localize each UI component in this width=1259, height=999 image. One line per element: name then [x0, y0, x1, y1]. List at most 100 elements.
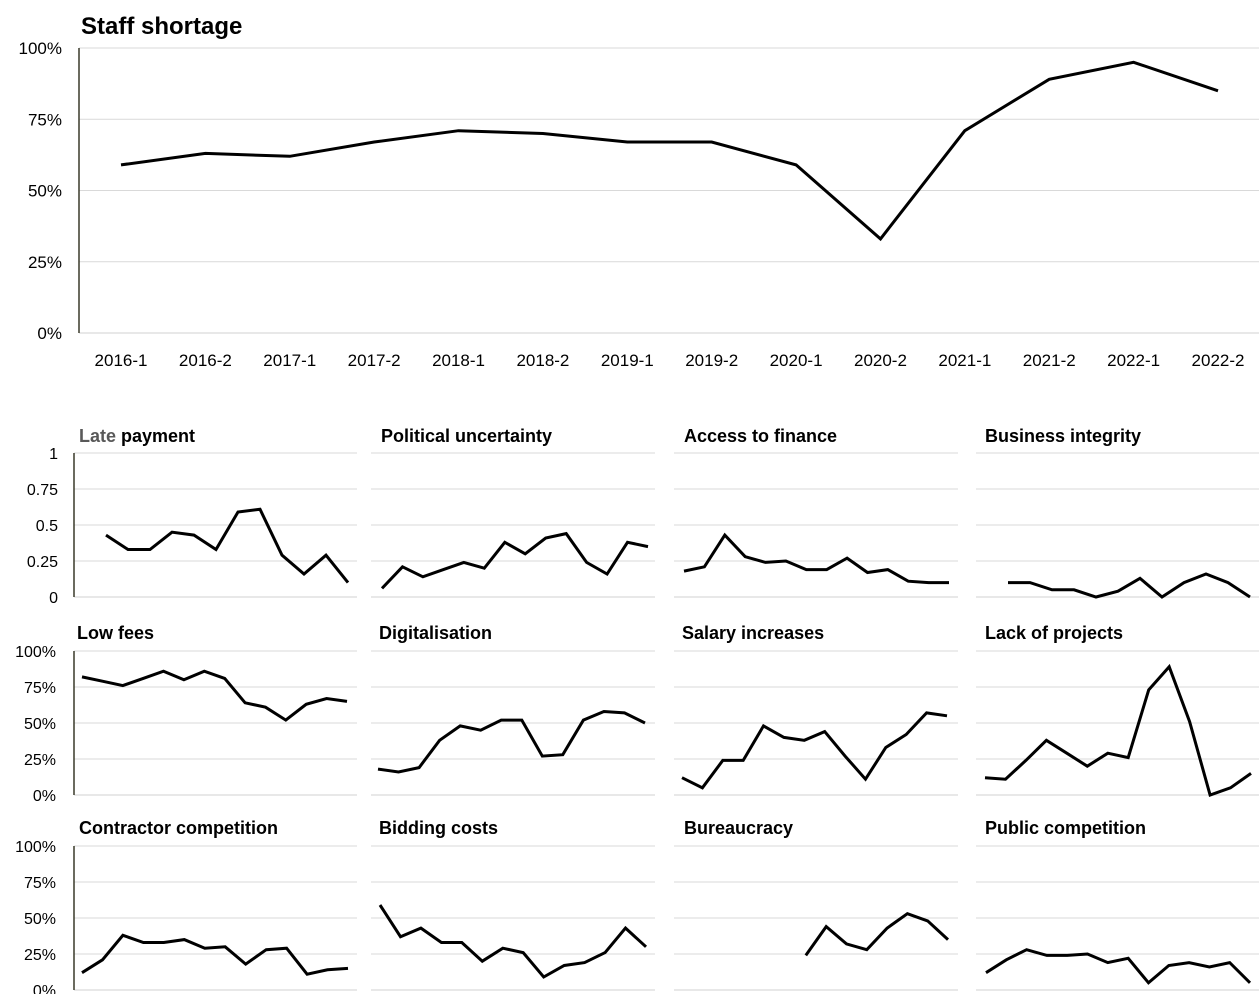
salary-increases-data-point: [947, 715, 948, 716]
public-competition-data-point: [1107, 962, 1108, 963]
contractor-competition-data-point: [143, 942, 144, 943]
political-uncertainty-data-point: [402, 566, 403, 567]
low-fees-data-point: [82, 676, 83, 677]
business-integrity-data-point: [1162, 597, 1163, 598]
public-competition-data-point: [1250, 982, 1251, 983]
late-payment-data-point: [128, 549, 129, 550]
business-integrity-data-point: [1250, 597, 1251, 598]
low-fees-data-point: [224, 678, 225, 679]
bureaucracy-data-point: [887, 928, 888, 929]
business-integrity-title: Business integrity: [985, 426, 1141, 446]
access-to-finance-data-point: [867, 572, 868, 573]
contractor-competition-y-tick-label: 75%: [24, 875, 56, 892]
staff-shortage-y-tick-label: 100%: [19, 39, 62, 58]
digitalisation-panel: Digitalisation: [371, 623, 655, 796]
access-to-finance-panel: Access to finance: [674, 426, 958, 598]
low-fees-y-tick-label: 100%: [15, 644, 56, 661]
staff-shortage-data-point: [711, 142, 712, 143]
lack-of-projects-data-point: [1210, 795, 1211, 796]
lack-of-projects-data-point: [1046, 740, 1047, 741]
business-integrity-data-point: [1140, 578, 1141, 579]
digitalisation-data-point: [624, 712, 625, 713]
business-integrity-data-point: [1096, 597, 1097, 598]
political-uncertainty-data-point: [422, 576, 423, 577]
public-competition-data-point: [1067, 955, 1068, 956]
business-integrity-data-point: [1206, 573, 1207, 574]
business-integrity-data-point: [1074, 589, 1075, 590]
contractor-competition-title: Contractor competition: [79, 818, 278, 838]
low-fees-data-point: [183, 679, 184, 680]
bidding-costs-data-point: [625, 928, 626, 929]
bidding-costs-panel: Bidding costs: [371, 818, 655, 991]
salary-increases-data-point: [783, 737, 784, 738]
late-payment-y-tick-label: 0: [49, 590, 58, 607]
public-competition-data-point: [1128, 958, 1129, 959]
political-uncertainty-data-point: [484, 568, 485, 569]
political-uncertainty-data-point: [463, 562, 464, 563]
contractor-competition-data-point: [163, 942, 164, 943]
bureaucracy-title: Bureaucracy: [684, 818, 793, 838]
staff-shortage-x-tick-label: 2016-2: [179, 351, 232, 370]
bureaucracy-data-point: [948, 939, 949, 940]
lack-of-projects-data-point: [1189, 721, 1190, 722]
contractor-competition-data-point: [286, 948, 287, 949]
staff-shortage-data-point: [1133, 62, 1134, 63]
digitalisation-data-point: [439, 740, 440, 741]
lack-of-projects-data-point: [1230, 787, 1231, 788]
low-fees-y-tick-label: 0%: [33, 788, 56, 805]
political-uncertainty-data-point: [607, 573, 608, 574]
bidding-costs-data-point: [543, 977, 544, 978]
low-fees-y-tick-label: 50%: [24, 716, 56, 733]
salary-increases-data-point: [845, 756, 846, 757]
salary-increases-data-point: [804, 740, 805, 741]
staff-shortage-data-point: [880, 238, 881, 239]
access-to-finance-data-point: [765, 562, 766, 563]
public-competition-title: Public competition: [985, 818, 1146, 838]
staff-shortage-y-tick-label: 50%: [28, 182, 62, 201]
bureaucracy-panel: Bureaucracy: [674, 818, 958, 991]
bidding-costs-data-point: [502, 948, 503, 949]
staff-shortage-x-tick-label: 2019-2: [685, 351, 738, 370]
bidding-costs-data-point: [380, 905, 381, 906]
lack-of-projects-data-point: [1148, 689, 1149, 690]
access-to-finance-data-point: [806, 569, 807, 570]
contractor-competition-data-point: [122, 935, 123, 936]
late-payment-data-point: [106, 535, 107, 536]
public-competition-data-point: [1046, 955, 1047, 956]
business-integrity-data-point: [1228, 582, 1229, 583]
bureaucracy-data-point: [826, 926, 827, 927]
bidding-costs-title: Bidding costs: [379, 818, 498, 838]
lack-of-projects-title: Lack of projects: [985, 623, 1123, 643]
bidding-costs-data-point: [584, 962, 585, 963]
staff-shortage-panel: 0% 25% 50% 75% 100% 2016-1 2016-2 2017-1 2017-2 2…: [19, 13, 1259, 370]
business-integrity-panel: Business integrity: [976, 426, 1259, 599]
late-payment-y-tick-label: 0.75: [27, 482, 58, 499]
contractor-competition-panel: 0% 25% 50% 75% 100% Contractor competition: [15, 818, 357, 999]
late-payment-data-point: [172, 532, 173, 533]
business-integrity-data-point: [1052, 589, 1053, 590]
late-payment-y-tick-label: 1: [49, 446, 58, 463]
digitalisation-series-line: [377, 709, 646, 774]
staff-shortage-data-point: [542, 133, 543, 134]
salary-increases-data-point: [682, 777, 683, 778]
lack-of-projects-series-line: [984, 663, 1252, 797]
bureaucracy-data-point: [907, 913, 908, 914]
salary-increases-data-point: [865, 779, 866, 780]
digitalisation-title: Digitalisation: [379, 623, 492, 643]
lack-of-projects-data-point: [1066, 753, 1067, 754]
access-to-finance-data-point: [704, 566, 705, 567]
access-to-finance-data-point: [908, 581, 909, 582]
staff-shortage-x-tick-label: 2021-1: [938, 351, 991, 370]
low-fees-data-point: [204, 671, 205, 672]
bidding-costs-series-line: [378, 904, 648, 979]
lack-of-projects-data-point: [1087, 766, 1088, 767]
bureaucracy-data-point: [927, 920, 928, 921]
contractor-competition-y-tick-label: 100%: [15, 839, 56, 856]
political-uncertainty-data-point: [545, 537, 546, 538]
public-competition-series-line: [985, 948, 1252, 985]
late-payment-y-tick-label: 0.25: [27, 554, 58, 571]
staff-shortage-x-tick-label: 2022-2: [1192, 351, 1245, 370]
contractor-competition-data-point: [245, 964, 246, 965]
bidding-costs-data-point: [441, 942, 442, 943]
